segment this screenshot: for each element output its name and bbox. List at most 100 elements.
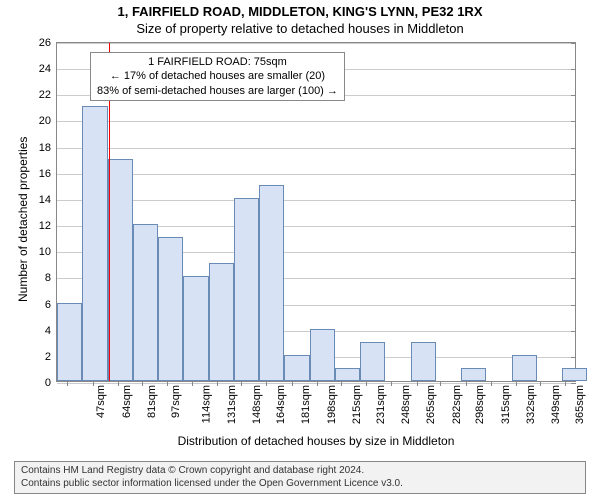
x-tick-mark (317, 381, 318, 386)
histogram-bar (411, 342, 436, 381)
y-tick-mark (571, 305, 576, 306)
y-tick-label: 22 (39, 89, 57, 101)
annotation-box: 1 FAIRFIELD ROAD: 75sqm ← 17% of detache… (90, 52, 345, 101)
grid-line (57, 43, 575, 44)
x-tick-mark (142, 381, 143, 386)
y-tick-label: 16 (39, 168, 57, 180)
grid-line (57, 174, 575, 175)
x-tick-mark (167, 381, 168, 386)
x-tick-mark (391, 381, 392, 386)
y-tick-label: 26 (39, 37, 57, 49)
y-tick-label: 10 (39, 246, 57, 258)
x-tick-mark (417, 381, 418, 386)
y-tick-label: 18 (39, 142, 57, 154)
x-tick-label: 265sqm (423, 385, 437, 424)
x-tick-label: 164sqm (273, 385, 287, 424)
x-tick-mark (192, 381, 193, 386)
annotation-line1: 1 FAIRFIELD ROAD: 75sqm (97, 55, 338, 69)
y-tick-mark (571, 383, 576, 384)
x-tick-mark (440, 381, 441, 386)
histogram-bar (335, 368, 360, 381)
x-tick-mark (93, 381, 94, 386)
histogram-bar (133, 224, 158, 381)
footer-line2: Contains public sector information licen… (21, 478, 579, 491)
x-tick-label: 349sqm (548, 385, 562, 424)
grid-line (57, 148, 575, 149)
y-tick-mark (571, 252, 576, 253)
x-tick-label: 47sqm (93, 385, 107, 418)
y-tick-label: 6 (45, 299, 57, 311)
x-tick-label: 248sqm (398, 385, 412, 424)
x-tick-label: 64sqm (119, 385, 133, 418)
x-tick-label: 97sqm (168, 385, 182, 418)
y-tick-mark (571, 148, 576, 149)
grid-line (57, 383, 575, 384)
y-tick-label: 8 (45, 272, 57, 284)
x-tick-label: 298sqm (472, 385, 486, 424)
x-tick-label: 198sqm (324, 385, 338, 424)
x-tick-label: 215sqm (349, 385, 363, 424)
x-tick-label: 181sqm (299, 385, 313, 424)
x-tick-mark (292, 381, 293, 386)
grid-line (57, 121, 575, 122)
histogram-bar (461, 368, 486, 381)
histogram-bar (360, 342, 385, 381)
chart-container: 1, FAIRFIELD ROAD, MIDDLETON, KING'S LYN… (0, 0, 600, 500)
y-tick-mark (571, 69, 576, 70)
histogram-bar (108, 159, 133, 381)
x-tick-mark (516, 381, 517, 386)
y-tick-mark (571, 121, 576, 122)
histogram-bar (209, 263, 234, 381)
x-tick-label: 332sqm (523, 385, 537, 424)
histogram-bar (82, 106, 107, 381)
x-tick-label: 81sqm (144, 385, 158, 418)
x-tick-mark (67, 381, 68, 386)
histogram-bar (57, 303, 82, 381)
x-tick-mark (565, 381, 566, 386)
x-tick-label: 365sqm (572, 385, 586, 424)
y-tick-mark (571, 43, 576, 44)
histogram-bar (310, 329, 335, 381)
chart-subtitle: Size of property relative to detached ho… (0, 21, 600, 38)
x-tick-label: 148sqm (250, 385, 264, 424)
x-tick-mark (540, 381, 541, 386)
y-tick-label: 2 (45, 351, 57, 363)
x-tick-label: 315sqm (498, 385, 512, 424)
y-tick-mark (571, 226, 576, 227)
y-tick-label: 24 (39, 63, 57, 75)
y-tick-mark (571, 200, 576, 201)
x-tick-label: 282sqm (449, 385, 463, 424)
x-tick-mark (366, 381, 367, 386)
grid-line (57, 200, 575, 201)
x-tick-mark (217, 381, 218, 386)
attribution-footer: Contains HM Land Registry data © Crown c… (14, 461, 586, 494)
x-tick-label: 114sqm (198, 385, 212, 423)
y-tick-label: 20 (39, 115, 57, 127)
histogram-bar (284, 355, 309, 381)
histogram-bar (562, 368, 587, 381)
annotation-line2: ← 17% of detached houses are smaller (20… (97, 69, 338, 83)
y-tick-mark (571, 174, 576, 175)
y-tick-mark (571, 278, 576, 279)
x-tick-mark (118, 381, 119, 386)
x-tick-mark (466, 381, 467, 386)
x-tick-label: 131sqm (224, 385, 238, 424)
y-axis-label: Number of detached properties (16, 137, 30, 302)
histogram-bar (259, 185, 284, 381)
annotation-line3: 83% of semi-detached houses are larger (… (97, 84, 338, 98)
y-tick-label: 12 (39, 220, 57, 232)
histogram-bar (158, 237, 183, 381)
footer-line1: Contains HM Land Registry data © Crown c… (21, 465, 579, 478)
y-tick-label: 4 (45, 325, 57, 337)
y-tick-mark (571, 357, 576, 358)
x-axis-label: Distribution of detached houses by size … (56, 434, 576, 448)
y-tick-mark (571, 95, 576, 96)
x-tick-label: 231sqm (373, 385, 387, 424)
histogram-bar (234, 198, 259, 381)
x-tick-mark (266, 381, 267, 386)
histogram-bar (183, 276, 208, 381)
histogram-bar (512, 355, 537, 381)
y-tick-mark (571, 331, 576, 332)
chart-title-address: 1, FAIRFIELD ROAD, MIDDLETON, KING'S LYN… (0, 4, 600, 21)
x-tick-mark (491, 381, 492, 386)
